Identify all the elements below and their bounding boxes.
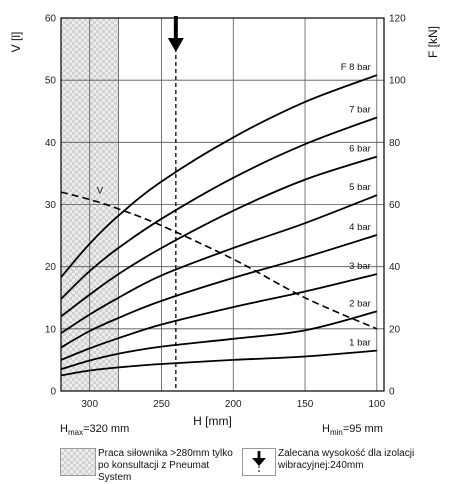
y-axis-label-right: F [kN] bbox=[426, 26, 440, 58]
series-label: 5 bar bbox=[349, 182, 371, 193]
series-label: 3 bar bbox=[349, 261, 371, 272]
y-tick-left: 40 bbox=[45, 138, 57, 149]
series-label: F 8 bar bbox=[341, 62, 371, 73]
series-label: 7 bar bbox=[349, 104, 371, 115]
h-min-label: Hmin=95 mm bbox=[322, 423, 383, 437]
y-tick-right: 0 bbox=[389, 387, 395, 398]
h-min-prefix: H bbox=[322, 423, 330, 435]
y-tick-left: 10 bbox=[45, 324, 57, 335]
y-tick-right: 60 bbox=[389, 200, 401, 211]
series-label: 2 bar bbox=[349, 298, 371, 309]
series-line bbox=[61, 191, 378, 330]
curves bbox=[61, 74, 378, 377]
h-max-prefix: H bbox=[60, 423, 68, 435]
y-tick-left: 50 bbox=[45, 76, 57, 87]
legend-hatch-swatch bbox=[60, 448, 96, 476]
y-tick-right: 80 bbox=[389, 138, 401, 149]
y-tick-left: 0 bbox=[50, 387, 56, 398]
h-min-sub: min bbox=[329, 428, 343, 438]
marker-arrow bbox=[167, 16, 184, 52]
x-tick: 100 bbox=[368, 399, 385, 410]
series-label: 1 bar bbox=[349, 338, 371, 349]
y-tick-left: 60 bbox=[45, 14, 57, 25]
y-axis-label-left: V [l] bbox=[9, 32, 23, 53]
y-tick-right: 100 bbox=[389, 76, 406, 87]
h-max-value: =320 mm bbox=[83, 423, 130, 435]
ticks-x: 300 250 200 150 100 bbox=[81, 399, 385, 410]
plot-frame bbox=[60, 17, 385, 392]
legend-arrow-swatch bbox=[242, 448, 276, 476]
h-min-value: =95 mm bbox=[342, 423, 383, 435]
y-tick-left: 20 bbox=[45, 262, 57, 273]
legend-hatch-text: Praca siłownika >280mm tylko po konsulta… bbox=[98, 448, 233, 483]
series-line bbox=[61, 234, 378, 349]
y-tick-right: 120 bbox=[389, 14, 406, 25]
series-label: 6 bar bbox=[349, 144, 371, 155]
x-tick: 200 bbox=[225, 399, 242, 410]
series-line bbox=[61, 116, 378, 300]
x-tick: 250 bbox=[153, 399, 170, 410]
curve-labels: 1 bar 2 bar 3 bar 4 bar 5 bar 6 bar 7 bar F 8 b… bbox=[97, 62, 371, 348]
series-line bbox=[61, 273, 378, 361]
series-line bbox=[61, 194, 378, 334]
series-label: V bbox=[97, 186, 104, 197]
series-line bbox=[61, 349, 377, 377]
legend-arrow-text: Zalecana wysokość dla izolacji wibracyjn… bbox=[278, 448, 415, 471]
y-tick-right: 40 bbox=[389, 262, 401, 273]
series-line bbox=[61, 310, 378, 371]
series-label: 4 bar bbox=[349, 222, 371, 233]
ticks-right: 0 20 40 60 80 100 120 bbox=[389, 14, 406, 398]
h-max-sub: max bbox=[67, 428, 84, 438]
grid bbox=[61, 18, 384, 391]
x-axis-label: H [mm] bbox=[193, 414, 232, 428]
y-tick-right: 20 bbox=[389, 324, 401, 335]
h-max-label: Hmax=320 mm bbox=[60, 423, 129, 437]
series-line bbox=[61, 74, 378, 278]
arrow-down-icon bbox=[252, 451, 266, 474]
x-tick: 300 bbox=[81, 399, 98, 410]
y-tick-left: 30 bbox=[45, 200, 57, 211]
x-tick: 150 bbox=[297, 399, 314, 410]
series-line bbox=[61, 155, 378, 318]
ticks-left: 0 10 20 30 40 50 60 bbox=[45, 14, 57, 398]
